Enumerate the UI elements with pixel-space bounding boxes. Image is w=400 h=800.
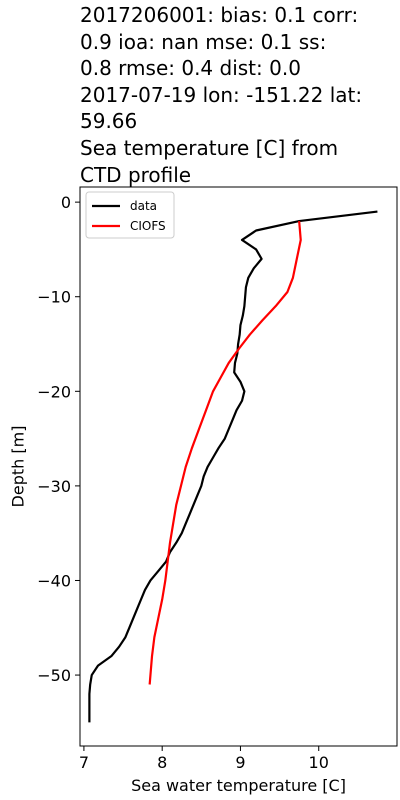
y-tick-label: −20 bbox=[37, 382, 71, 401]
y-tick-label: 0 bbox=[61, 193, 71, 212]
legend-label: data bbox=[130, 199, 157, 213]
x-tick-label: 7 bbox=[79, 753, 89, 772]
series-layer bbox=[88, 210, 378, 723]
y-tick-label: −10 bbox=[37, 288, 71, 307]
x-axis: 7 8 9 10 bbox=[79, 746, 329, 772]
y-axis: 0 −10 −20 −30 −40 −50 bbox=[37, 193, 80, 685]
legend: data CIOFS bbox=[85, 191, 175, 239]
title-line: 2017206001: bias: 0.1 corr: bbox=[80, 3, 359, 27]
title-line: 0.8 rmse: 0.4 dist: 0.0 bbox=[80, 56, 301, 81]
title-line: 0.9 ioa: nan mse: 0.1 ss: bbox=[80, 29, 327, 54]
y-tick-label: −40 bbox=[37, 571, 71, 590]
x-axis-label: Sea water temperature [C] bbox=[131, 776, 346, 795]
title-line: Sea temperature [C] from bbox=[80, 135, 339, 160]
legend-label: CIOFS bbox=[130, 219, 166, 233]
chart-title: 2017206001: bias: 0.1 corr: 0.9 ioa: nan… bbox=[80, 2, 398, 188]
x-tick-label: 10 bbox=[309, 753, 329, 772]
y-axis-label: Depth [m] bbox=[9, 426, 28, 508]
title-line: 2017-07-19 lon: -151.22 lat: bbox=[80, 82, 363, 107]
x-tick-label: 9 bbox=[235, 753, 245, 772]
title-line: CTD profile bbox=[80, 162, 192, 187]
series-line-ciofs bbox=[148, 220, 302, 685]
x-tick-label: 8 bbox=[157, 753, 167, 772]
y-tick-label: −50 bbox=[37, 666, 71, 685]
y-tick-label: −30 bbox=[37, 477, 71, 496]
title-line: 59.66 bbox=[80, 109, 138, 134]
plot-frame bbox=[79, 186, 398, 747]
series-line-data bbox=[88, 210, 378, 723]
